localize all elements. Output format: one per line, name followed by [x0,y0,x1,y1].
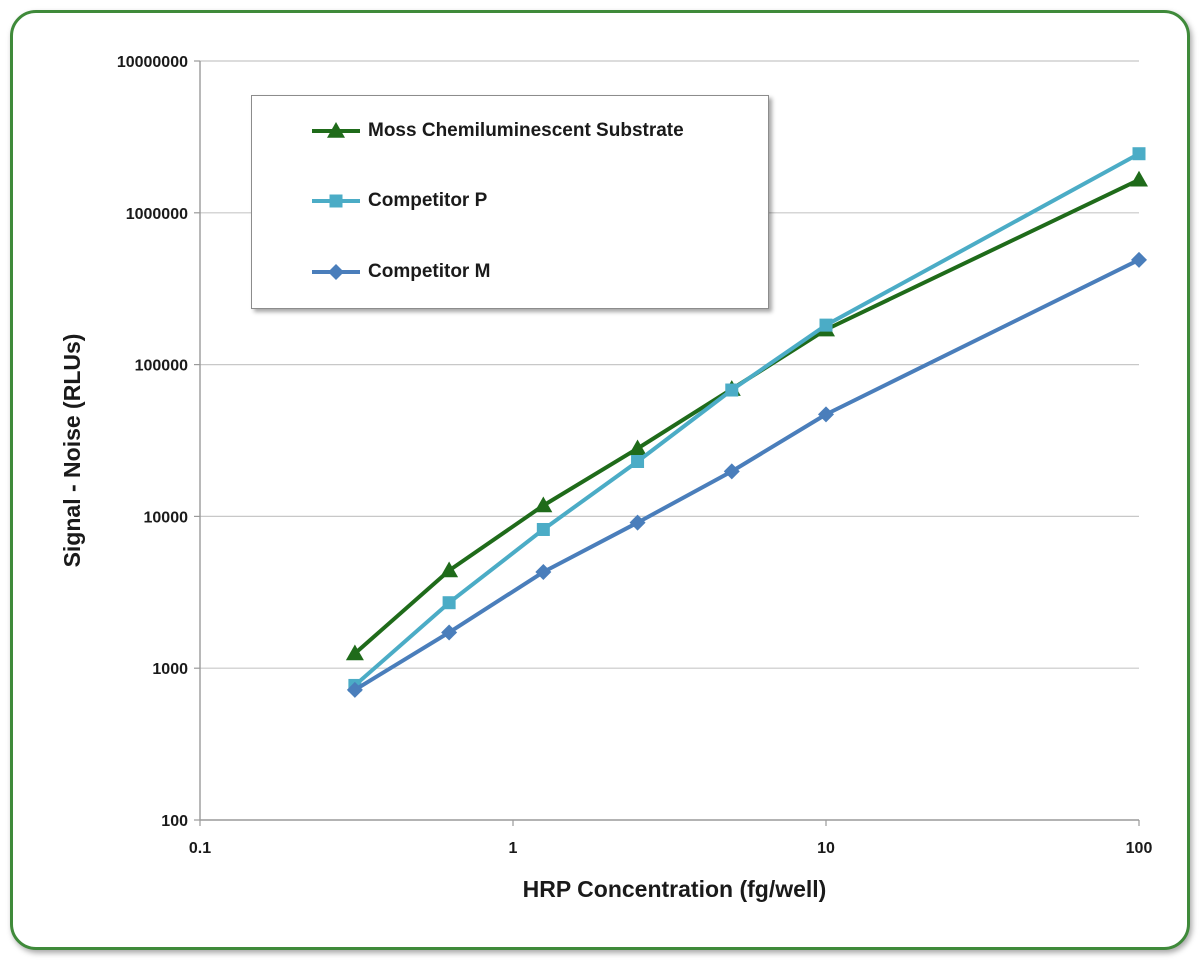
data-point-competitor-m [441,624,458,641]
x-tick-label: 10 [817,840,835,857]
x-tick-label: 100 [1126,840,1153,857]
legend: Moss Chemiluminescent Substrate Competit… [251,95,769,309]
data-point-competitor-p [442,596,456,610]
y-tick-label: 10000 [144,509,189,526]
data-point-competitor-m [1131,251,1147,268]
data-point-competitor-p [725,383,739,397]
data-point-competitor-p [819,318,833,332]
data-point-competitor-p [536,522,550,536]
legend-entry-competitor-p: Competitor P [310,187,487,215]
legend-marker-moss [327,122,345,138]
legend-swatch-competitor-p [312,194,360,208]
data-point-competitor-m [818,406,834,423]
data-point-competitor-m [535,564,552,581]
y-tick-label: 100000 [135,358,188,375]
data-point-competitor-m [723,463,740,480]
legend-swatch-competitor-m [312,264,360,280]
data-point-competitor-m [629,514,646,531]
series-line-competitor-m [353,258,1140,692]
legend-label-competitor-p: Competitor P [368,190,488,211]
data-point-moss [1130,170,1148,187]
x-axis-title: HRP Concentration (fg/well) [523,876,827,902]
data-point-moss [440,561,459,578]
series-competitor-m [346,251,1147,698]
x-tick-label: 0.1 [189,840,211,857]
data-point-competitor-m [346,681,363,698]
series-layer [345,147,1148,698]
data-point-competitor-p [631,454,645,468]
data-point-competitor-p [1132,147,1146,161]
legend-marker-competitor-p [329,194,343,208]
y-tick-label: 1000 [152,661,188,678]
legend-label-competitor-m: Competitor M [368,261,491,282]
y-tick-label: 10000000 [117,54,188,71]
axes [194,60,1140,826]
legend-marker-competitor-m [328,264,344,280]
legend-entry-moss: Moss Chemiluminescent Substrate [310,117,684,145]
data-point-moss [628,439,647,456]
tick-labels: 100 1000 10000 100000 1000000 10000000 0.1 1 10 1… [117,54,1153,857]
y-axis-title: Signal - Noise (RLUs) [59,334,85,568]
legend-swatch-moss [312,122,360,138]
legend-entry-competitor-m: Competitor M [310,258,490,286]
x-tick-label: 1 [509,840,518,857]
data-point-moss [534,496,553,513]
y-tick-label: 100 [161,813,188,830]
legend-label-moss: Moss Chemiluminescent Substrate [368,120,684,141]
y-tick-label: 1000000 [126,206,188,223]
grid-lines [200,60,1139,669]
data-point-moss [345,644,364,661]
